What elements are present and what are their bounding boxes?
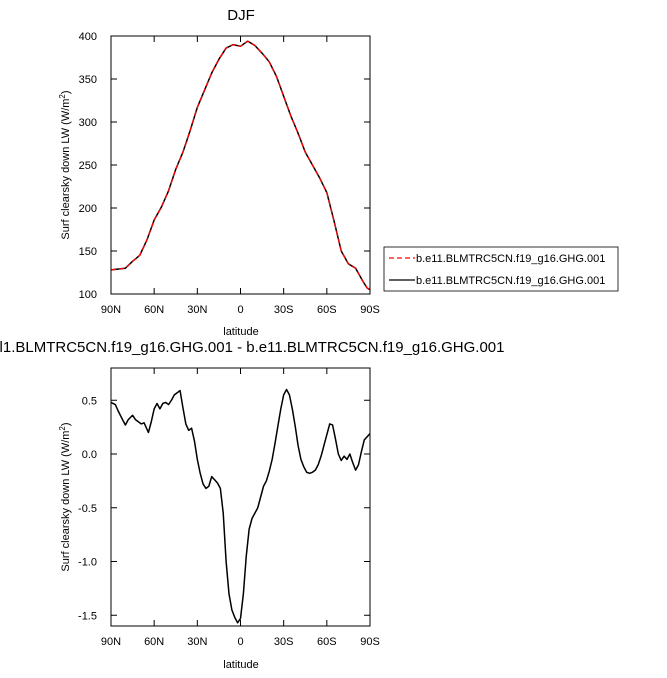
- p2-x-tick-label: 30N: [187, 636, 207, 648]
- bottom-chart-y-label: Surf clearsky down LW (W/m2): [58, 422, 72, 571]
- top-chart-y-label: Surf clearsky down LW (W/m2): [58, 90, 72, 239]
- p2-x-tick-label: 30S: [274, 636, 294, 648]
- p1-x-tick-label: 60S: [317, 304, 337, 316]
- bottom-chart-x-ticks: 90N 60N 30N 0 30S 60S 90S: [101, 368, 380, 648]
- top-chart-y-ticks: 100 150 200 250 300 350 400: [79, 31, 370, 301]
- top-chart-x-label: latitude: [223, 326, 258, 338]
- bottom-chart-y-ticks: -1.5 -1.0 -0.5 0.0 0.5: [78, 395, 370, 622]
- legend-entry-2: b.e11.BLMTRC5CN.f19_g16.GHG.001: [416, 275, 605, 287]
- p1-y-tick-label: 250: [79, 160, 97, 172]
- p2-y-tick-label: 0.5: [82, 395, 97, 407]
- p1-line-0: [110, 40, 371, 291]
- p1-y-tick-label: 100: [79, 289, 97, 301]
- p1-x-tick-label: 0: [237, 304, 243, 316]
- p2-x-tick-label: 90N: [101, 636, 121, 648]
- p2-y-tick-label: -1.0: [78, 557, 97, 569]
- top-chart-frame: [110, 35, 371, 295]
- p2-y-tick-label: -1.5: [78, 610, 97, 622]
- p1-x-tick-label: 60N: [144, 304, 164, 316]
- top-chart: DJF 90N 60N 30N 0 30S 60S 90S 100 150 200 250 300 3…: [58, 7, 380, 338]
- p1-y-tick-label: 200: [79, 203, 97, 215]
- legend-entry-1: b.e11.BLMTRC5CN.f19_g16.GHG.001: [416, 253, 605, 265]
- p2-x-tick-label: 0: [237, 636, 243, 648]
- p1-y-tick-label: 350: [79, 74, 97, 86]
- bottom-chart-frame: [110, 367, 371, 627]
- p1-y-tick-label: 150: [79, 246, 97, 258]
- top-chart-x-ticks: 90N 60N 30N 0 30S 60S 90S: [101, 36, 380, 316]
- p1-x-tick-label: 30N: [187, 304, 207, 316]
- p2-x-tick-label: 60S: [317, 636, 337, 648]
- bottom-chart: l1.BLMTRC5CN.f19_g16.GHG.001 - b.e11.BLM…: [0, 339, 504, 671]
- p2-line-0: [110, 388, 371, 624]
- p1-line-1: [110, 40, 371, 291]
- top-chart-series: [110, 40, 371, 291]
- p2-y-tick-label: 0.0: [82, 449, 97, 461]
- p1-x-tick-label: 90S: [360, 304, 380, 316]
- bottom-chart-title: l1.BLMTRC5CN.f19_g16.GHG.001 - b.e11.BLM…: [0, 339, 504, 356]
- p1-x-tick-label: 90N: [101, 304, 121, 316]
- p1-y-tick-label: 300: [79, 117, 97, 129]
- bottom-chart-x-label: latitude: [223, 659, 258, 671]
- p1-x-tick-label: 30S: [274, 304, 294, 316]
- top-chart-title: DJF: [227, 7, 255, 24]
- p1-y-tick-label: 400: [79, 31, 97, 43]
- legend: b.e11.BLMTRC5CN.f19_g16.GHG.001 b.e11.BL…: [383, 246, 619, 292]
- p2-y-tick-label: -0.5: [78, 503, 97, 515]
- p2-x-tick-label: 90S: [360, 636, 380, 648]
- legend-box: [383, 246, 619, 292]
- p2-x-tick-label: 60N: [144, 636, 164, 648]
- bottom-chart-series: [110, 388, 371, 624]
